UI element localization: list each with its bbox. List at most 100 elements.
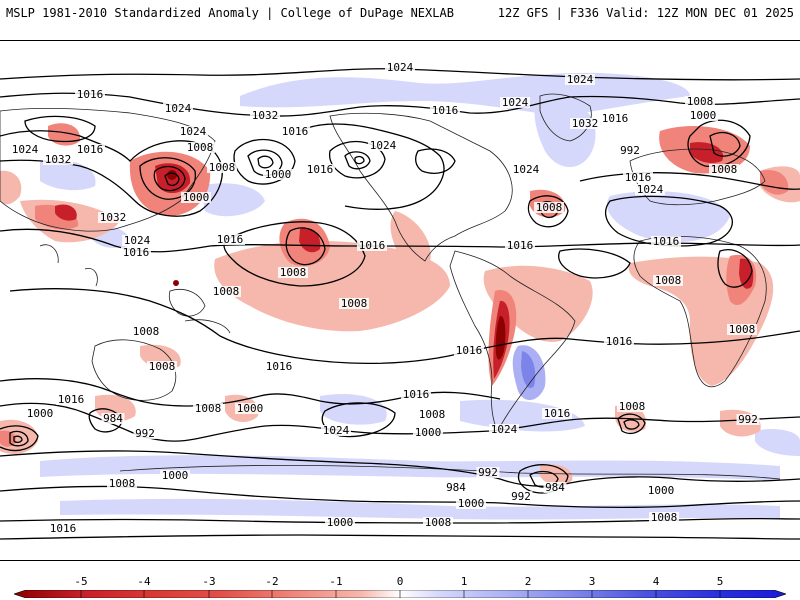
isobar-label-bg — [357, 240, 387, 251]
colorbar-tick-label: 2 — [524, 575, 532, 588]
isobar-label-bg — [600, 113, 630, 124]
isobar-label-bg — [542, 408, 572, 419]
isobar-label-bg — [280, 126, 310, 137]
isobar-label: 984 — [103, 412, 123, 425]
isobar-label: 1016 — [359, 239, 386, 252]
isobar-label-bg — [250, 110, 280, 121]
strong-positive-anomaly — [512, 345, 546, 401]
isobar-label-bg — [500, 97, 530, 108]
isobar-label: 1024 — [180, 125, 207, 138]
isobar-label: 1008 — [280, 266, 307, 279]
isobar-label-bg — [178, 126, 208, 137]
isobar-label: 984 — [446, 481, 466, 494]
colorbar-tick-label: 1 — [460, 575, 468, 588]
colorbar-tick-label: 0 — [396, 575, 404, 588]
colorbar-tick-label: -4 — [137, 575, 151, 588]
isobar-label: 1016 — [50, 522, 77, 535]
isobar-label: 1008 — [341, 297, 368, 310]
isobar-label-bg — [385, 62, 415, 73]
isobar-label: 1008 — [651, 511, 678, 524]
isobar-label: 1024 — [12, 143, 39, 156]
isobar-label: 1016 — [58, 393, 85, 406]
isobar-label-bg — [653, 275, 683, 286]
isobar-label-bg — [185, 142, 215, 153]
isobar-label-bg — [121, 247, 151, 258]
isobar-label-bg — [401, 389, 431, 400]
isobar-label-bg — [147, 361, 177, 372]
isobar-label: 1016 — [507, 239, 534, 252]
isobar-label-bg — [278, 267, 308, 278]
isobar-label-bg — [646, 485, 676, 496]
isobar-label: 1008 — [419, 408, 446, 421]
isobar-label-bg — [413, 427, 443, 438]
isobar-label-bg — [235, 403, 265, 414]
isobar-label: 1032 — [45, 153, 72, 166]
isobar-label-bg — [476, 467, 500, 478]
isobar-label: 1000 — [415, 426, 442, 439]
isobar-label-bg — [454, 345, 484, 356]
isobar-label: 992 — [620, 144, 640, 157]
isobar-label: 1000 — [237, 402, 264, 415]
isobar-label-bg — [56, 394, 86, 405]
isobar-label-bg — [456, 498, 486, 509]
isobar-label: 1016 — [606, 335, 633, 348]
isobar-label: 1000 — [327, 516, 354, 529]
isobar-label-bg — [305, 164, 335, 175]
isobar-label: 1008 — [711, 163, 738, 176]
isobar-label: 1008 — [729, 323, 756, 336]
isobar-label: 992 — [478, 466, 498, 479]
isobar-label-bg — [75, 144, 105, 155]
isobar-label: 1024 — [491, 423, 518, 436]
map-title: MSLP 1981-2010 Standardized Anomaly | Co… — [6, 6, 454, 20]
isobar-label-bg — [321, 425, 351, 436]
isobar-label: 1008 — [133, 325, 160, 338]
isobar-label: 1008 — [536, 201, 563, 214]
isobar-label: 1032 — [100, 211, 127, 224]
isobar-label: 1008 — [425, 516, 452, 529]
colorbar-tick-label: 4 — [652, 575, 660, 588]
isobar-label-bg — [263, 169, 293, 180]
isobar-label: 1016 — [456, 344, 483, 357]
isobar-label: 1000 — [183, 191, 210, 204]
isobar-label: 1008 — [195, 402, 222, 415]
isobar-label: 1016 — [123, 246, 150, 259]
colorbar-tick-label: 5 — [716, 575, 724, 588]
isobar-label: 1016 — [217, 233, 244, 246]
isobar-label: 1016 — [282, 125, 309, 138]
isobar-label: 1000 — [162, 469, 189, 482]
isobar-label-bg — [489, 424, 519, 435]
isobar-label-bg — [444, 482, 468, 493]
isobar-label-bg — [43, 154, 73, 165]
isobar-label-bg — [617, 401, 647, 412]
isobar-label: 1000 — [27, 407, 54, 420]
isobar-label-bg — [534, 202, 564, 213]
isobar-label-bg — [727, 324, 757, 335]
isobar-label: 1008 — [209, 161, 236, 174]
isobar-label-bg — [133, 428, 157, 439]
isobar-label-bg — [423, 517, 453, 528]
isobar-label: 1000 — [690, 109, 717, 122]
isobar-label: 1024 — [323, 424, 350, 437]
anomaly-colorbar — [14, 590, 786, 598]
isobar-label: 1016 — [625, 171, 652, 184]
isobar-label: 1024 — [370, 139, 397, 152]
isobar-label: 1024 — [502, 96, 529, 109]
isobar-label-bg — [565, 74, 595, 85]
isobar-label: 1008 — [187, 141, 214, 154]
isobar-label-bg — [430, 105, 460, 116]
isobar-label: 1016 — [432, 104, 459, 117]
isobar-label-bg — [131, 326, 161, 337]
isobar-label-bg — [736, 414, 760, 425]
map-panel[interactable]: 1024 1024 1016 1024 1024 1008 1032 1016 1000 1016… — [0, 40, 800, 561]
colorbar-tick-label: -3 — [202, 575, 216, 588]
isobar-label-bg — [509, 491, 533, 502]
isobar-label: 1032 — [252, 109, 279, 122]
isobar-label: 1000 — [265, 168, 292, 181]
isobar-label-bg — [75, 89, 105, 100]
isobar-label-bg — [211, 286, 241, 297]
isobar-label: 992 — [738, 413, 758, 426]
isobar-label: 1016 — [544, 407, 571, 420]
isobar-label: 1024 — [387, 61, 414, 74]
